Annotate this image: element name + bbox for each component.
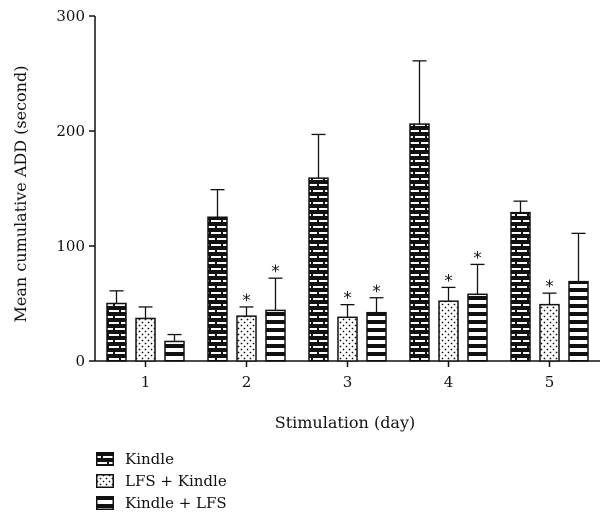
legend-label-lfs-kindle: LFS + Kindle: [125, 472, 227, 490]
significance-marker: *: [372, 282, 381, 302]
bar: [409, 123, 430, 362]
bar: [164, 340, 185, 362]
x-tick-label: 2: [242, 373, 252, 391]
bar: [510, 211, 531, 362]
bar: [438, 300, 459, 362]
legend-swatch-dots: [96, 474, 114, 488]
x-tick-label: 5: [545, 373, 555, 391]
legend-swatch-stripes: [96, 496, 114, 510]
y-tick-label: 100: [56, 237, 85, 255]
y-axis: 0 100 200 300: [56, 7, 96, 370]
y-tick-label: 200: [56, 122, 85, 140]
x-tick-label: 1: [141, 373, 151, 391]
significance-marker: *: [343, 289, 352, 309]
significance-marker: *: [444, 271, 453, 291]
bars-layer: * * * * * * *: [106, 60, 589, 362]
bar: [568, 280, 589, 362]
bar: [539, 303, 560, 362]
legend-label-kindle-lfs: Kindle + LFS: [125, 494, 227, 512]
significance-marker: *: [473, 248, 482, 268]
x-axis: 1 2 3 4 5: [95, 360, 600, 391]
bar: [337, 316, 358, 362]
legend-swatch-brick: [96, 452, 114, 466]
bar: [366, 311, 387, 362]
x-tick-label: 3: [343, 373, 353, 391]
legend-label-kindle: Kindle: [125, 450, 174, 468]
y-tick-label: 300: [56, 7, 85, 25]
legend: Kindle LFS + Kindle Kindle + LFS: [96, 448, 227, 514]
x-axis-title: Stimulation (day): [275, 413, 416, 432]
legend-item-lfs-kindle: LFS + Kindle: [96, 470, 227, 492]
bar-chart: 0 100 200 300 1 2 3 4 5 * * * * * * * Mean cumulative…: [11, 7, 600, 432]
bar: [236, 315, 257, 362]
x-tick-label: 4: [444, 373, 454, 391]
bar: [308, 177, 329, 362]
legend-item-kindle: Kindle: [96, 448, 227, 470]
bar: [265, 309, 286, 362]
bar: [207, 216, 228, 362]
significance-marker: *: [242, 291, 251, 311]
significance-marker: *: [271, 262, 280, 282]
y-tick-label: 0: [75, 352, 85, 370]
bar: [106, 302, 127, 362]
legend-item-kindle-lfs: Kindle + LFS: [96, 492, 227, 514]
significance-marker: *: [545, 277, 554, 297]
bar: [135, 317, 156, 362]
y-axis-title: Mean cumulative ADD (second): [11, 66, 30, 323]
bar: [467, 293, 488, 362]
